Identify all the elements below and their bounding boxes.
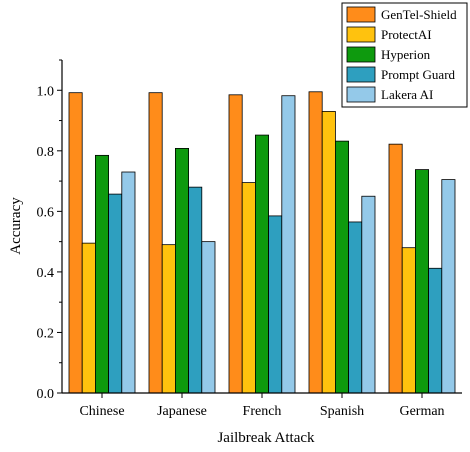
bar-prompt-guard-french (268, 215, 283, 394)
legend-swatch (346, 86, 376, 103)
bar-hyperion-spanish (334, 140, 349, 394)
bar-protectai-japanese (161, 244, 176, 394)
legend-label: ProtectAI (381, 27, 432, 42)
bar-gentel-shield-japanese (148, 92, 163, 394)
x-axis-label: Jailbreak Attack (217, 430, 315, 446)
legend-swatch (346, 46, 376, 63)
x-tick-label: Japanese (157, 404, 207, 419)
bar-protectai-german (401, 247, 416, 394)
y-tick-label: 0.2 (37, 326, 55, 341)
legend-swatch (346, 66, 376, 83)
bar-prompt-guard-spanish (348, 221, 363, 394)
axes-layer (57, 59, 462, 398)
bar-hyperion-german (414, 169, 429, 394)
bar-lakera-ai-german (441, 179, 456, 394)
bar-gentel-shield-german (388, 143, 403, 394)
legend-label: Prompt Guard (381, 67, 456, 82)
bar-lakera-ai-french (281, 95, 296, 394)
bar-prompt-guard-chinese (108, 193, 123, 394)
y-axis-label: Accuracy (8, 197, 24, 255)
legend-swatch (346, 6, 376, 23)
bar-lakera-ai-chinese (121, 171, 136, 394)
legend-label: Lakera AI (381, 87, 433, 102)
bars-layer (68, 91, 456, 394)
bar-gentel-shield-chinese (68, 92, 83, 394)
y-tick-label: 0.8 (37, 145, 55, 160)
bar-lakera-ai-japanese (201, 241, 216, 394)
bar-protectai-spanish (321, 111, 336, 394)
bar-hyperion-japanese (174, 147, 189, 394)
bar-lakera-ai-spanish (361, 195, 376, 394)
tick-labels-layer: Chinese Japanese French Spanish German 0.0 0.2… (37, 84, 445, 419)
bar-hyperion-french (254, 134, 269, 394)
bar-prompt-guard-german (428, 267, 443, 394)
x-tick-label: Chinese (79, 404, 124, 419)
x-tick-label: French (243, 404, 282, 419)
legend: GenTel-Shield ProtectAI Hyperion Prompt Gua… (341, 2, 468, 108)
legend-swatch (346, 26, 376, 43)
x-tick-label: German (399, 404, 444, 419)
legend-label: GenTel-Shield (381, 7, 457, 22)
bar-protectai-french (241, 182, 256, 394)
legend-label: Hyperion (381, 47, 431, 62)
y-tick-label: 0.6 (37, 205, 55, 220)
y-tick-label: 1.0 (37, 84, 55, 99)
x-tick-label: Spanish (320, 404, 364, 419)
bar-prompt-guard-japanese (188, 186, 203, 394)
y-tick-label: 0.0 (37, 387, 55, 402)
bar-hyperion-chinese (95, 154, 110, 394)
bar-gentel-shield-french (228, 94, 243, 394)
bar-protectai-chinese (81, 242, 96, 394)
bar-gentel-shield-spanish (308, 91, 323, 394)
y-tick-label: 0.4 (37, 266, 55, 281)
